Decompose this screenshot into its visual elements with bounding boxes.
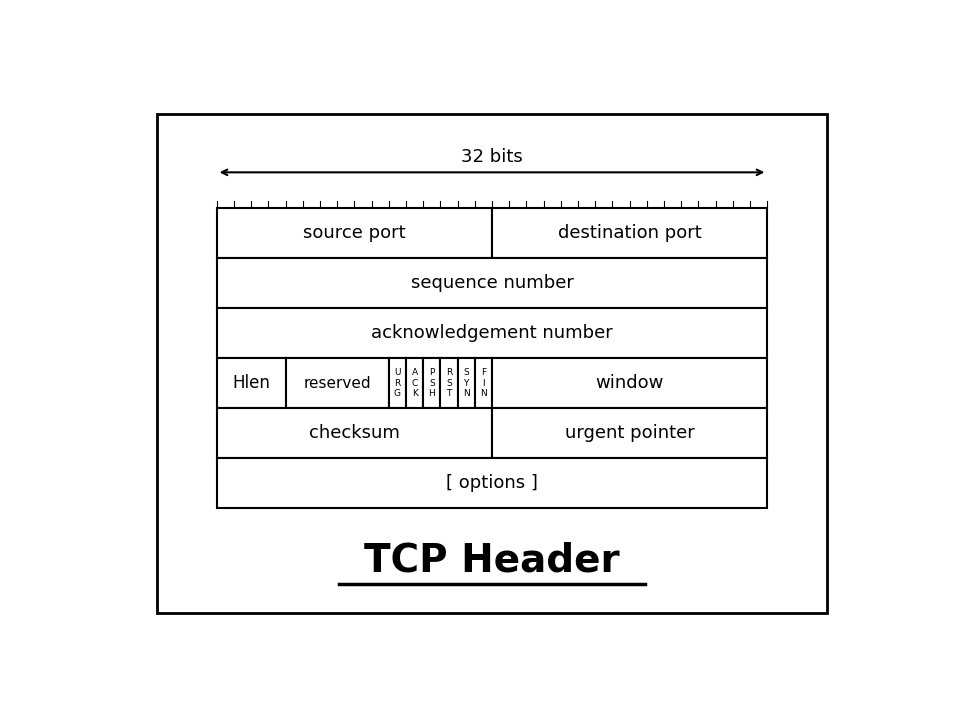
Bar	[217, 358, 285, 408]
Text: U
R
G: U R G	[394, 368, 401, 398]
Text: Hlen: Hlen	[232, 374, 270, 392]
Text: acknowledgement number: acknowledgement number	[372, 324, 612, 342]
Text: [ options ]: [ options ]	[446, 474, 538, 492]
Bar	[492, 208, 767, 258]
Text: 32 bits: 32 bits	[461, 148, 523, 166]
Text: source port: source port	[303, 225, 406, 243]
Bar	[492, 358, 767, 408]
Text: R
S
T: R S T	[445, 368, 452, 398]
Text: window: window	[595, 374, 663, 392]
Bar	[423, 358, 441, 408]
Bar	[217, 258, 767, 308]
Bar	[217, 408, 492, 458]
Text: sequence number: sequence number	[411, 274, 573, 292]
Bar	[492, 408, 767, 458]
Text: S
Y
N: S Y N	[463, 368, 469, 398]
Bar	[406, 358, 423, 408]
Bar	[389, 358, 406, 408]
Text: A
C
K: A C K	[412, 368, 418, 398]
Text: TCP Header: TCP Header	[364, 541, 620, 580]
Text: checksum: checksum	[309, 424, 399, 442]
Bar	[475, 358, 492, 408]
Bar	[217, 308, 767, 358]
Text: F
I
N: F I N	[480, 368, 487, 398]
Bar	[217, 208, 492, 258]
Bar	[441, 358, 458, 408]
Bar	[285, 358, 389, 408]
Text: destination port: destination port	[558, 225, 702, 243]
Text: reserved: reserved	[303, 376, 371, 390]
Bar	[217, 458, 767, 508]
Text: urgent pointer: urgent pointer	[564, 424, 694, 442]
Bar	[458, 358, 475, 408]
Text: P
S
H: P S H	[428, 368, 435, 398]
